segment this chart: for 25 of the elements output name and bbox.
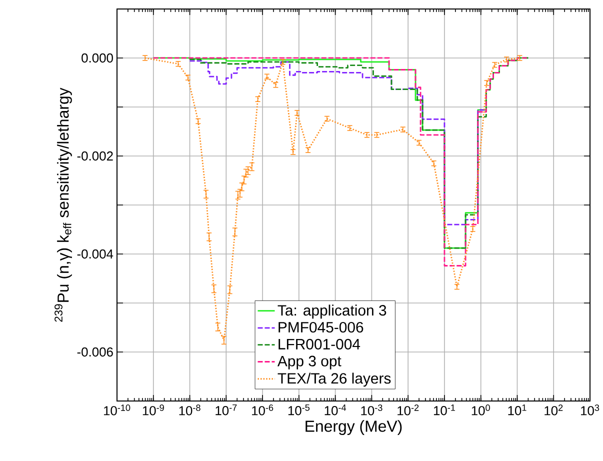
- y-axis-title: $^{239}$Pu (n,γ) k$_{eff}$ sensitivity/lethargy: [54, 88, 72, 322]
- x-tick-label: 10$^{-6}$: [252, 404, 274, 416]
- y-tick-label: -0.002: [77, 151, 113, 161]
- x-tick-label: 10$^{-10}$: [104, 404, 130, 416]
- x-axis-title: Energy (MeV): [306, 420, 402, 436]
- legend-label: TEX/Ta 26 layers: [278, 372, 391, 387]
- x-tick-label: 10$^{-5}$: [288, 404, 310, 416]
- y-tick-label: -0.004: [77, 249, 114, 259]
- x-tick-label: 10$^{-9}$: [142, 404, 164, 416]
- y-tick-label: 0.000: [82, 53, 113, 63]
- x-tick-label: 10$^{-8}$: [179, 404, 200, 416]
- x-tick-label: 10$^{3}$: [581, 404, 600, 416]
- x-tick-label: 10$^{2}$: [544, 404, 563, 416]
- legend-label: Ta: application 3: [278, 304, 386, 319]
- legend-label: App 3 opt: [277, 356, 342, 370]
- legend-label: LFR001-004: [278, 338, 360, 350]
- x-tick-label: 10$^{-4}$: [324, 404, 346, 416]
- x-tick-label: 10$^{-3}$: [361, 404, 382, 416]
- y-tick-label: -0.006: [77, 347, 113, 357]
- x-tick-label: 10$^{1}$: [508, 404, 526, 416]
- x-tick-label: 10$^{-7}$: [216, 404, 237, 416]
- legend-label: PMF045-006: [278, 322, 364, 333]
- x-tick-label: 10$^{0}$: [472, 404, 490, 416]
- x-tick-label: 10$^{-1}$: [434, 404, 455, 416]
- x-tick-label: 10$^{-2}$: [398, 404, 419, 416]
